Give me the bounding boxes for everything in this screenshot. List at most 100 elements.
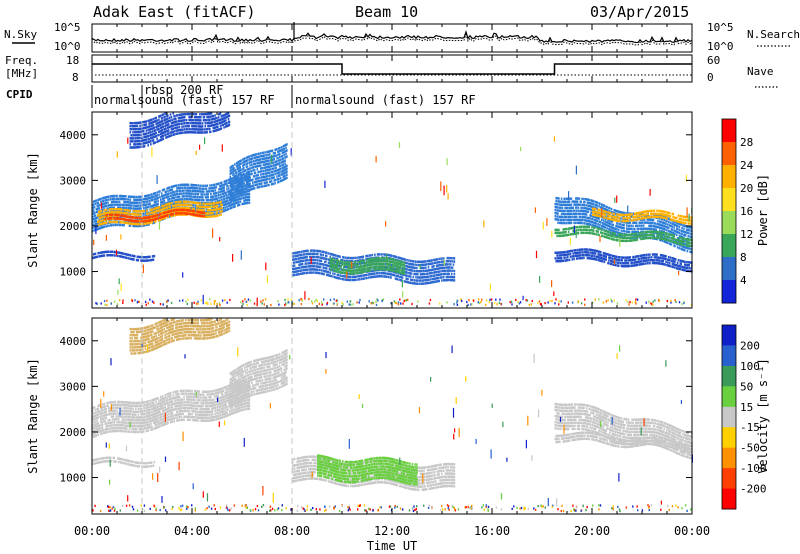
heatmap-cell	[225, 191, 227, 194]
heatmap-cell	[111, 209, 114, 212]
heatmap-cell	[180, 119, 182, 122]
heatmap-cell	[137, 136, 140, 140]
heatmap-cell	[188, 200, 190, 204]
heatmap-cell	[275, 166, 277, 169]
heatmap-cell	[155, 210, 158, 213]
heatmap-cell	[195, 113, 198, 116]
heatmap-cell	[138, 201, 141, 204]
heatmap-cell	[386, 272, 389, 275]
heatmap-cell	[279, 149, 282, 152]
heatmap-cell	[190, 209, 192, 212]
heatmap-cell	[196, 205, 198, 208]
heatmap-cell	[129, 125, 132, 128]
heatmap-cell	[177, 203, 179, 207]
heatmap-cell	[294, 254, 297, 258]
heatmap-cell	[239, 159, 241, 163]
heatmap-cell	[214, 189, 217, 192]
heatmap-cell	[271, 170, 274, 174]
heatmap-cell	[439, 276, 441, 279]
heatmap-cell	[242, 182, 244, 186]
heatmap-cell	[341, 259, 343, 262]
heatmap-cell	[175, 208, 178, 212]
heatmap-cell	[329, 257, 332, 260]
heatmap-cell	[347, 275, 349, 278]
heatmap-cell	[383, 268, 385, 272]
heatmap-cell	[143, 126, 146, 130]
heatmap-cell	[272, 176, 275, 179]
heatmap-cell	[181, 206, 184, 210]
heatmap-cell	[97, 224, 99, 228]
heatmap-cell	[245, 199, 248, 202]
heatmap-cell	[347, 261, 349, 264]
heatmap-cell	[278, 147, 280, 150]
heatmap-cell	[275, 169, 277, 172]
heatmap-cell	[354, 269, 357, 272]
heatmap-cell	[165, 124, 167, 127]
heatmap-cell	[141, 220, 143, 223]
heatmap-cell	[172, 193, 175, 197]
heatmap-cell	[242, 185, 244, 189]
heatmap-cell	[185, 186, 187, 189]
heatmap-cell	[405, 280, 407, 283]
heatmap-cell	[144, 222, 146, 225]
heatmap-cell	[433, 268, 435, 271]
heatmap-cell	[163, 202, 166, 206]
heatmap-cell	[334, 269, 336, 273]
heatmap-cell	[278, 171, 281, 174]
heatmap-cell	[243, 191, 245, 194]
heatmap-cell	[400, 279, 403, 282]
heatmap-cell	[137, 224, 140, 228]
heatmap-cell	[557, 215, 559, 218]
heatmap-cell	[184, 125, 187, 128]
heatmap-cell	[158, 115, 160, 118]
nsky-tick-bottom: 10^0	[54, 40, 81, 53]
heatmap-cell	[204, 187, 207, 190]
heatmap-cell	[169, 125, 172, 128]
heatmap-cell	[240, 180, 242, 183]
heatmap-cell	[300, 266, 303, 269]
heatmap-cell	[357, 275, 359, 278]
heatmap-cell	[346, 261, 349, 264]
heatmap-cell	[382, 268, 384, 271]
heatmap-cell	[197, 128, 199, 131]
heatmap-cell	[149, 140, 151, 143]
heatmap-cell	[129, 128, 132, 131]
heatmap-cell	[166, 123, 168, 127]
heatmap-cell	[248, 195, 251, 199]
heatmap-cell	[240, 168, 242, 171]
heatmap-cell	[201, 211, 204, 214]
heatmap-cell	[341, 268, 343, 272]
heatmap-cell	[366, 259, 368, 262]
heatmap-cell	[415, 282, 417, 285]
heatmap-cell	[235, 165, 238, 168]
heatmap-cell	[374, 272, 376, 275]
heatmap-cell	[167, 186, 169, 190]
heatmap-cell	[139, 207, 141, 210]
heatmap-cell	[247, 183, 250, 186]
heatmap-cell	[271, 155, 274, 158]
heatmap-cell	[261, 185, 264, 188]
heatmap-cell	[209, 124, 212, 127]
heatmap-cell	[252, 187, 254, 190]
heatmap-cell	[333, 266, 335, 270]
heatmap-cell	[166, 204, 168, 208]
heatmap-cell	[164, 127, 166, 131]
heatmap-cell	[167, 210, 170, 213]
heatmap-cell	[563, 218, 565, 222]
heatmap-cell	[134, 124, 137, 128]
heatmap-cell	[220, 127, 223, 130]
heatmap-cell	[166, 117, 168, 121]
heatmap-cell	[175, 212, 178, 215]
heatmap-cell	[204, 119, 207, 122]
heatmap-cell	[224, 209, 226, 212]
heatmap-cell	[343, 271, 346, 275]
heatmap-cell	[179, 208, 182, 212]
heatmap-cell	[409, 268, 411, 272]
heatmap-cell	[225, 116, 227, 119]
heatmap-cell	[105, 221, 107, 224]
heatmap-cell	[112, 194, 115, 198]
heatmap-cell	[226, 205, 228, 208]
heatmap-cell	[145, 123, 148, 126]
heatmap-cell	[186, 131, 189, 134]
heatmap-cell	[118, 214, 121, 217]
